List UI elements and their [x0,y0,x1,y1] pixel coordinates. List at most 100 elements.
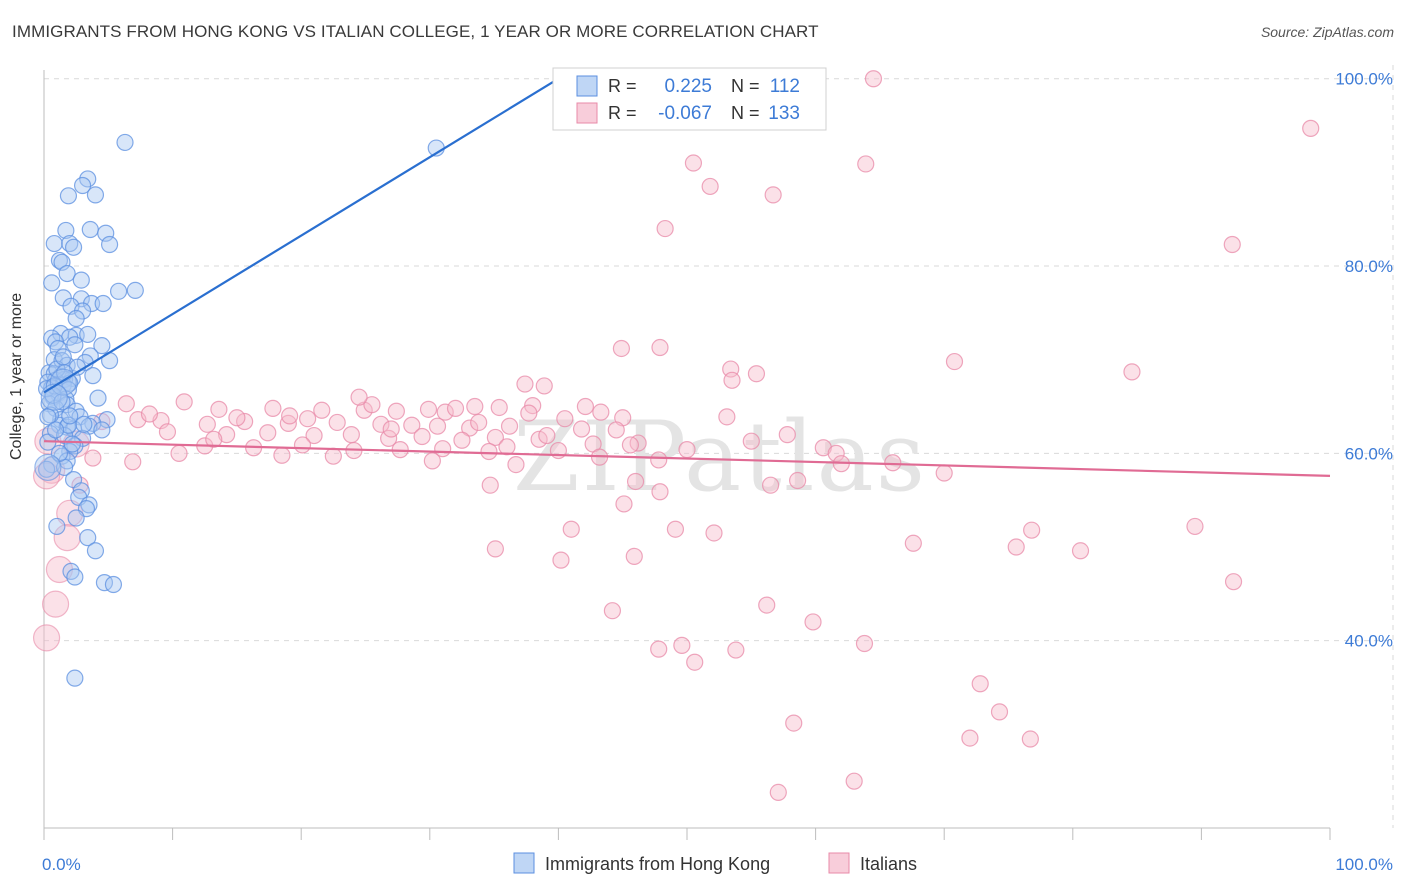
legend-r-label: R = [608,103,637,123]
data-point [419,400,438,418]
data-point [198,415,216,433]
data-point [40,383,68,411]
data-point [1302,119,1320,137]
data-point [170,444,188,462]
data-point [453,431,471,449]
data-point [666,520,685,538]
data-point [1186,517,1204,536]
data-point [490,398,508,417]
data-point [116,133,134,152]
data-point [572,420,591,438]
data-point [66,568,84,586]
legend-entry-label: Italians [860,854,917,874]
data-point [626,472,645,491]
data-point [66,336,84,354]
pink-legend-swatch [576,102,598,124]
data-point [32,462,61,490]
data-point [57,221,75,240]
data-point [1224,573,1243,591]
data-point [97,224,115,242]
trend-lines [43,77,1331,477]
legend-r-value: -0.067 [658,103,712,124]
data-point [372,415,390,433]
data-point [446,399,465,418]
data-point [86,186,105,204]
data-point [94,294,112,313]
data-point [651,338,669,357]
data-point [273,446,291,464]
data-point [556,410,574,428]
data-point [124,453,142,471]
legend-n-label: N = [731,103,760,123]
data-point [562,520,580,538]
data-point [788,471,807,490]
data-point [1123,363,1141,381]
data-point [54,348,72,366]
data-point [41,590,70,618]
data-point [686,653,704,671]
data-point [43,274,61,292]
legend-r-value: 0.225 [664,76,712,97]
data-point [742,432,760,450]
legend-r-label: R = [608,76,637,96]
data-point [481,476,499,494]
legend-entry-label: Immigrants from Hong Kong [545,854,770,874]
x-tick-label: 100.0% [1335,855,1393,874]
data-point [705,524,723,542]
data-point [466,397,484,416]
pink-legend-swatch [828,852,850,874]
data-point [34,453,62,482]
data-point [109,282,128,300]
data-point [971,675,989,693]
data-point [480,442,498,461]
data-point [210,400,228,418]
data-point [945,352,964,371]
x-tick-label: 0.0% [42,855,81,874]
y-tick-label: 60.0% [1345,444,1393,463]
data-point [403,416,421,434]
data-point [935,464,953,482]
data-point [281,407,299,425]
data-point [350,388,368,406]
data-point [48,517,66,536]
data-point [126,281,144,299]
data-point [324,447,342,465]
blue-trend-line [43,77,559,394]
data-point [1007,538,1025,556]
data-point [1023,521,1041,539]
data-point [673,636,691,654]
data-point [75,415,93,433]
data-point [785,714,803,732]
data-point [53,253,71,271]
data-point [764,186,782,204]
data-point [89,389,107,407]
data-point [684,154,703,172]
data-point [990,703,1009,721]
data-point [158,423,177,441]
legend-n-value: 133 [768,103,800,124]
chart-title: IMMIGRANTS FROM HONG KONG VS ITALIAN COL… [12,22,819,41]
data-point [72,271,90,289]
data-point [293,436,312,454]
data-point [625,547,643,565]
data-point [79,325,97,344]
legend-n-label: N = [731,76,760,96]
blue-legend-swatch [513,852,535,874]
data-point [615,495,633,513]
data-point [857,155,875,173]
data-point [607,421,625,439]
data-point [436,403,454,421]
data-point [507,456,525,474]
data-point [461,419,479,437]
data-point [723,371,741,389]
data-point [428,417,447,435]
data-point [81,220,99,239]
data-point [576,397,595,416]
data-point [701,177,719,196]
data-point [884,454,902,472]
data-point [382,420,400,438]
legend-frame [552,67,827,131]
data-point [41,406,60,424]
y-tick-label: 80.0% [1345,257,1393,276]
